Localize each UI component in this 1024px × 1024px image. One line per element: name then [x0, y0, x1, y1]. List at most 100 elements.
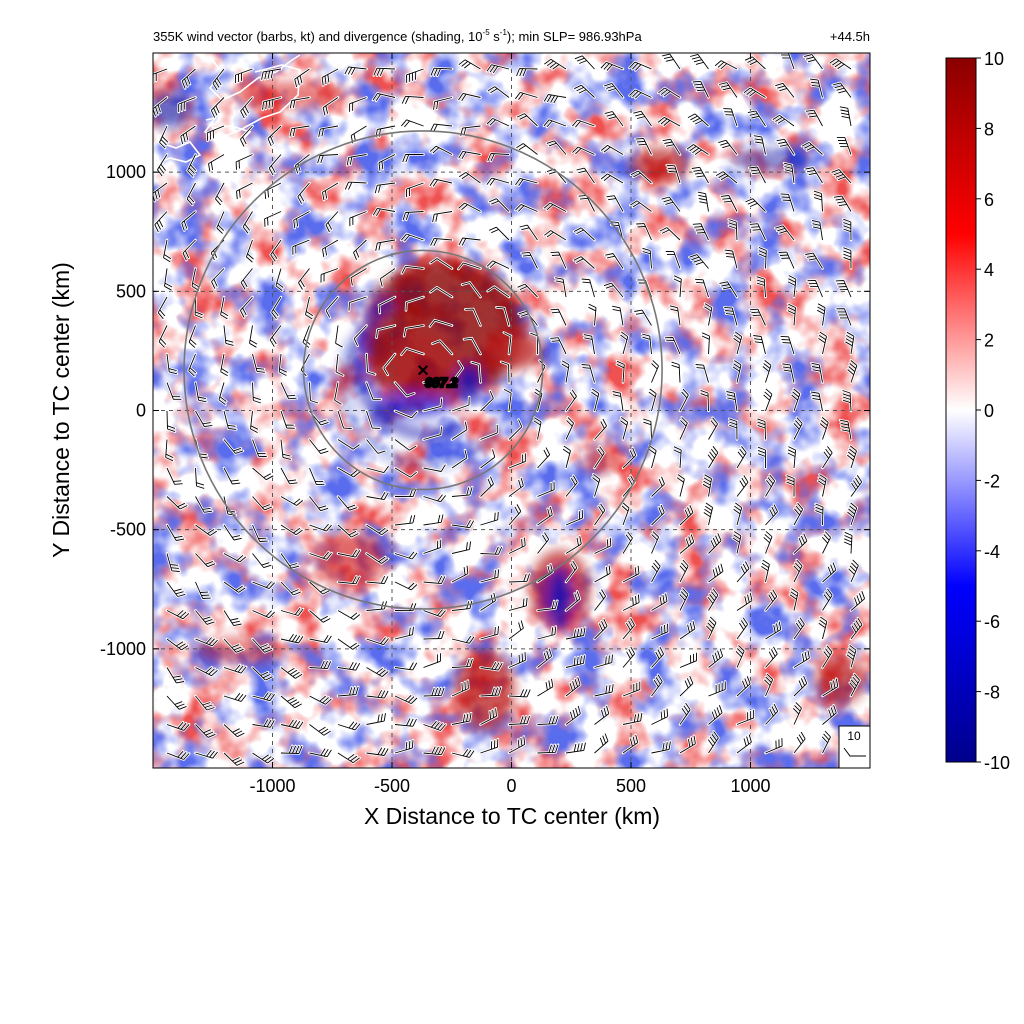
wind-barb — [849, 673, 860, 697]
wind-barb — [480, 511, 499, 526]
wind-barb — [289, 97, 310, 109]
wind-barb — [480, 739, 499, 754]
wind-barb — [787, 275, 797, 298]
wind-barb — [594, 446, 605, 469]
wind-barb — [679, 388, 689, 412]
wind-barb — [480, 569, 500, 583]
wind-barb — [817, 474, 827, 497]
wind-barb — [293, 211, 310, 229]
wind-barb — [736, 709, 755, 725]
wind-barb — [366, 491, 389, 501]
wind-barb — [736, 676, 751, 697]
wind-barb — [810, 78, 823, 98]
wind-barb — [508, 689, 531, 698]
wind-barb — [480, 626, 500, 640]
wind-barb — [749, 308, 766, 326]
wind-barb — [376, 325, 396, 338]
wind-barb — [261, 68, 282, 80]
wind-barb — [847, 445, 857, 469]
wind-barb — [394, 662, 418, 671]
wind-barb — [537, 648, 553, 668]
wind-barb — [337, 610, 361, 620]
wind-barb — [180, 125, 196, 145]
wind-barb — [215, 182, 225, 206]
wind-barb — [264, 182, 282, 200]
wind-barb — [600, 173, 624, 184]
wind-barb — [744, 56, 766, 70]
wind-barb — [537, 532, 550, 554]
wind-barb — [765, 621, 782, 640]
wind-barb — [250, 410, 259, 433]
wind-barb — [181, 211, 196, 231]
wind-barb — [708, 533, 722, 554]
wind-barb — [691, 166, 709, 184]
wind-barb — [679, 652, 698, 668]
wind-barb — [372, 92, 396, 102]
wind-barb — [813, 190, 823, 212]
wind-barb — [635, 137, 652, 155]
wind-barb — [641, 333, 652, 355]
wind-barb — [496, 306, 510, 326]
wind-barb — [836, 308, 852, 326]
wind-barb — [651, 559, 661, 583]
wind-barb — [195, 553, 216, 568]
wind-barb — [736, 446, 747, 469]
wind-barb — [715, 171, 738, 184]
wind-barb — [508, 419, 523, 440]
wind-barb — [508, 504, 522, 526]
wind-barb — [210, 97, 225, 118]
x-axis-label: X Distance to TC center (km) — [364, 803, 660, 829]
wind-barb — [401, 233, 424, 242]
wind-barb — [242, 211, 253, 234]
wind-barb — [544, 58, 567, 70]
wind-barb — [705, 616, 717, 640]
wind-barb — [521, 251, 538, 269]
wind-barb — [793, 617, 805, 640]
wind-barb — [451, 421, 468, 440]
wind-barb — [565, 560, 578, 583]
wind-barb — [787, 446, 797, 469]
wind-barb — [366, 689, 389, 699]
wind-barb — [801, 142, 823, 155]
wind-barb — [195, 695, 215, 711]
wind-barb — [280, 524, 303, 536]
wind-barb — [793, 417, 803, 440]
wind-barb — [565, 677, 581, 697]
wind-barb — [765, 703, 779, 725]
wind-barb — [845, 331, 855, 355]
wind-barb — [515, 91, 538, 100]
wind-barb — [309, 724, 331, 736]
wind-barb — [662, 138, 681, 155]
wind-barb — [537, 481, 555, 497]
wind-barb — [216, 211, 225, 234]
wind-barb — [252, 638, 273, 653]
wind-barb — [292, 239, 310, 255]
wind-barb — [480, 708, 497, 725]
wind-barb — [832, 82, 852, 98]
wind-barb — [280, 553, 300, 569]
wind-barb — [297, 182, 310, 204]
wind-barb — [430, 67, 453, 76]
wind-barb — [487, 86, 510, 98]
wind-barb — [612, 391, 624, 412]
wind-barb — [793, 502, 804, 526]
wind-barb — [166, 410, 176, 433]
wind-barb — [789, 588, 799, 611]
wind-barb — [280, 667, 303, 679]
wind-barb — [153, 68, 168, 83]
wind-barb — [182, 239, 196, 261]
wind-barb — [659, 227, 681, 241]
wind-barb — [700, 389, 709, 412]
wind-barb — [344, 181, 367, 190]
wind-barb — [692, 80, 709, 98]
wind-barb — [280, 496, 304, 506]
wind-barb — [550, 308, 567, 326]
wind-barb — [651, 623, 669, 640]
wind-barb — [374, 182, 396, 194]
wind-barb — [515, 203, 538, 212]
wind-barb — [423, 720, 446, 731]
wind-barb — [245, 239, 254, 263]
wind-barb — [508, 573, 530, 583]
wind-barb — [366, 353, 376, 375]
wind-barb — [622, 681, 641, 697]
